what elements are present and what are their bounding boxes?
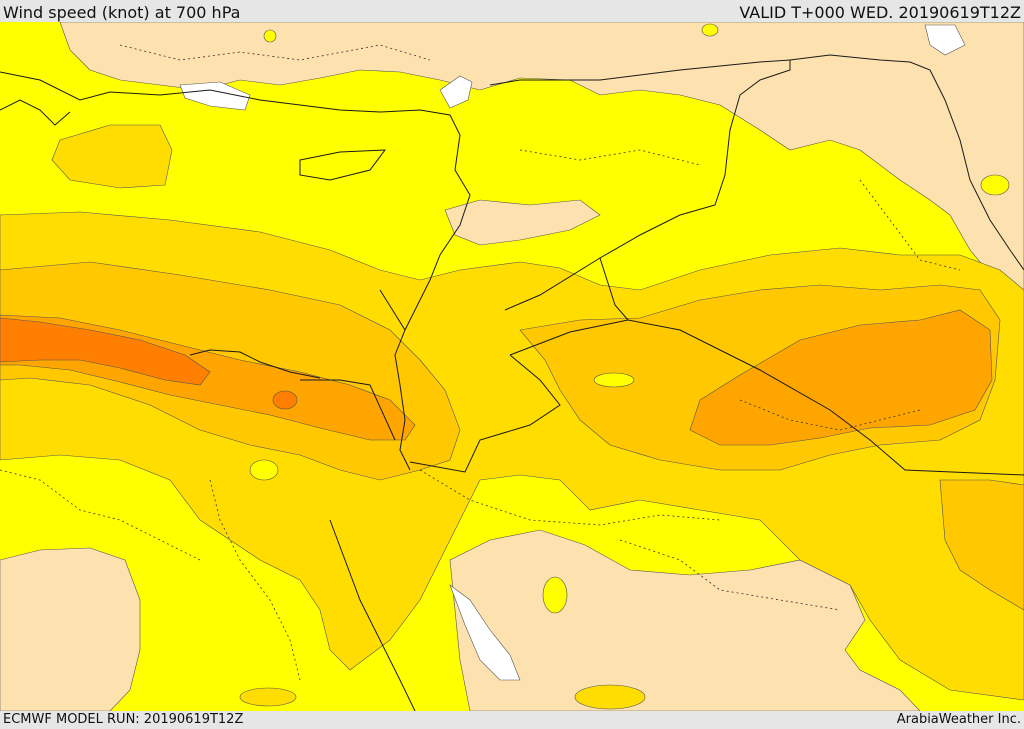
wind-band-10-patch: [51, 124, 173, 189]
water-red-sea: [449, 584, 521, 681]
model-run: ECMWF MODEL RUN: 20190619T12Z: [3, 712, 244, 727]
patch-4: [542, 576, 568, 614]
wind-band-25: [0, 317, 211, 386]
map-canvas: [0, 22, 1024, 711]
low-wind-southwest: [0, 547, 141, 711]
province-boundaries: [0, 44, 961, 681]
patch-2: [272, 390, 298, 410]
patch-3: [249, 459, 279, 481]
valid-time: VALID T+000 WED. 20190619T12Z: [739, 3, 1021, 22]
patch-1: [593, 372, 635, 388]
low-wind-southeast: [449, 529, 921, 711]
credit: ArabiaWeather Inc.: [896, 712, 1021, 727]
wind-band-15-se: [939, 479, 1024, 611]
patch-9: [701, 23, 719, 37]
wind-band-20-east: [689, 309, 993, 446]
map-title: Wind speed (knot) at 700 hPa: [3, 3, 241, 22]
water-lake-north: [439, 75, 473, 109]
water-nile: [179, 81, 251, 111]
patch-5: [239, 687, 297, 707]
patch-7: [980, 174, 1010, 196]
patch-8: [263, 29, 277, 43]
water-caspian: [924, 24, 966, 56]
low-wind-east-patch: [444, 199, 601, 246]
borders: [0, 54, 1024, 711]
patch-6: [574, 684, 646, 710]
